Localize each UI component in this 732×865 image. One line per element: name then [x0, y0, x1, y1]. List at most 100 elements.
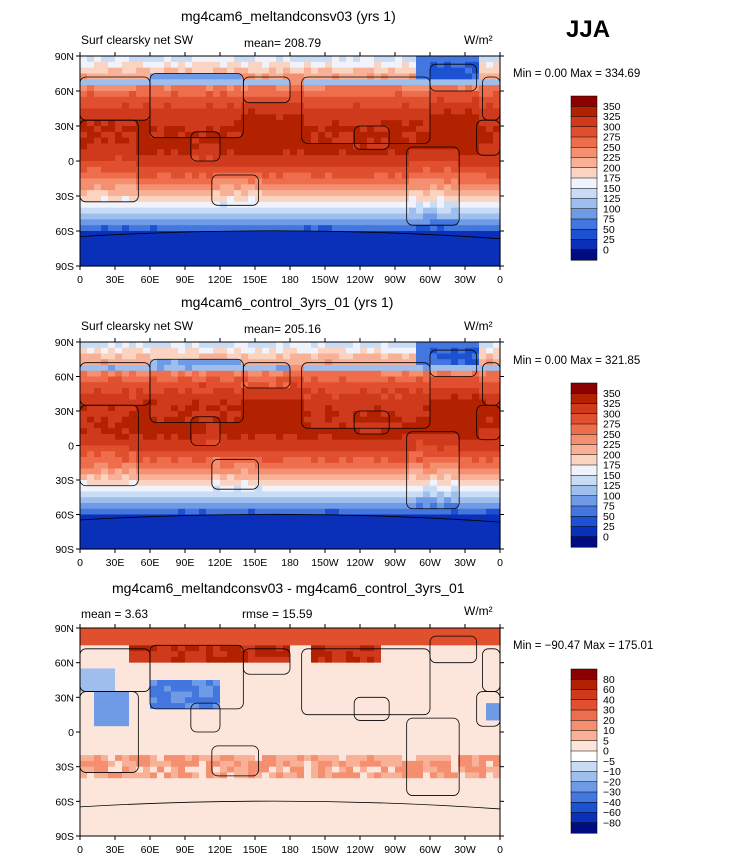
- map-cell: [367, 236, 375, 244]
- map-cell: [493, 491, 501, 498]
- map-cell: [472, 411, 480, 418]
- map-cell: [437, 85, 445, 92]
- map-cell: [297, 382, 305, 389]
- map-cell: [164, 468, 172, 475]
- map-cell: [339, 537, 347, 544]
- map-cell: [164, 353, 172, 360]
- map-cell: [416, 248, 424, 255]
- map-cell: [276, 207, 284, 215]
- map-cell: [234, 190, 242, 197]
- map-cell: [108, 628, 116, 635]
- map-cell: [318, 365, 326, 372]
- map-cell: [409, 526, 417, 533]
- map-cell: [241, 514, 249, 521]
- map-cell: [255, 231, 263, 238]
- map-cell: [192, 497, 200, 504]
- map-cell: [269, 393, 277, 401]
- map-cell: [444, 651, 452, 658]
- map-cell: [171, 207, 179, 215]
- map-cell: [220, 451, 228, 458]
- map-cell: [458, 196, 466, 203]
- map-cell: [395, 108, 403, 115]
- map-cell: [290, 370, 298, 378]
- map-cell: [318, 382, 326, 389]
- map-cell: [493, 67, 501, 75]
- map-cell: [192, 231, 200, 238]
- map-cell: [108, 149, 116, 156]
- map-cell: [339, 108, 347, 115]
- map-cell: [437, 260, 445, 267]
- map-cell: [458, 474, 466, 481]
- map-cell: [332, 219, 340, 226]
- map-cell: [206, 656, 214, 664]
- map-cell: [318, 242, 326, 250]
- map-cell: [276, 149, 284, 156]
- map-cell: [451, 190, 459, 197]
- map-cell: [269, 503, 277, 510]
- map-cell: [493, 236, 501, 244]
- map-cell: [185, 207, 193, 215]
- map-cell: [87, 457, 95, 464]
- map-cell: [465, 651, 473, 658]
- map-cell: [255, 628, 263, 635]
- map-cell: [465, 451, 473, 458]
- map-cell: [311, 462, 319, 470]
- map-cell: [430, 172, 438, 180]
- map-cell: [318, 114, 326, 121]
- map-cell: [80, 480, 88, 487]
- map-cell: [129, 628, 137, 635]
- map-cell: [339, 434, 347, 441]
- map-cell: [136, 474, 144, 481]
- map-cell: [80, 451, 88, 458]
- map-cell: [318, 457, 326, 464]
- map-cell: [493, 172, 501, 180]
- map-cell: [213, 190, 221, 197]
- map-cell: [437, 178, 445, 185]
- map-cell: [150, 633, 158, 641]
- map-cell: [80, 434, 88, 441]
- map-cell: [479, 120, 487, 127]
- map-cell: [458, 526, 466, 533]
- map-cell: [444, 491, 452, 498]
- map-cell: [213, 184, 221, 191]
- map-cell: [171, 91, 179, 98]
- map-cell: [416, 196, 424, 203]
- map-cell: [129, 149, 137, 156]
- map-cell: [395, 445, 403, 452]
- map-cell: [164, 656, 172, 664]
- map-cell: [290, 656, 298, 664]
- map-cell: [213, 434, 221, 441]
- map-cell: [129, 131, 137, 139]
- map-cell: [339, 491, 347, 498]
- map-cell: [332, 184, 340, 191]
- map-cell: [220, 137, 228, 145]
- map-cell: [416, 651, 424, 658]
- map-cell: [430, 645, 438, 652]
- map-cell: [101, 213, 109, 220]
- map-cell: [80, 254, 88, 261]
- map-cell: [297, 434, 305, 441]
- map-cell: [150, 108, 158, 115]
- map-cell: [199, 645, 207, 652]
- map-cell: [227, 225, 235, 232]
- map-cell: [199, 85, 207, 92]
- map-cell: [171, 260, 179, 267]
- map-cell: [346, 85, 354, 92]
- map-cell: [465, 61, 473, 69]
- map-cell: [122, 633, 130, 641]
- map-cell: [192, 248, 200, 255]
- map-cell: [185, 485, 193, 493]
- map-cell: [458, 359, 466, 366]
- map-cell: [234, 370, 242, 378]
- map-cell: [416, 126, 424, 133]
- map-cell: [360, 254, 368, 261]
- map-cell: [451, 645, 459, 652]
- map-cell: [332, 131, 340, 139]
- map-cell: [269, 342, 277, 349]
- map-cell: [269, 376, 277, 383]
- map-cell: [472, 56, 480, 63]
- colorbar-label: 325: [603, 398, 621, 410]
- map-cell: [311, 67, 319, 75]
- map-cell: [185, 131, 193, 139]
- map-cell: [395, 388, 403, 395]
